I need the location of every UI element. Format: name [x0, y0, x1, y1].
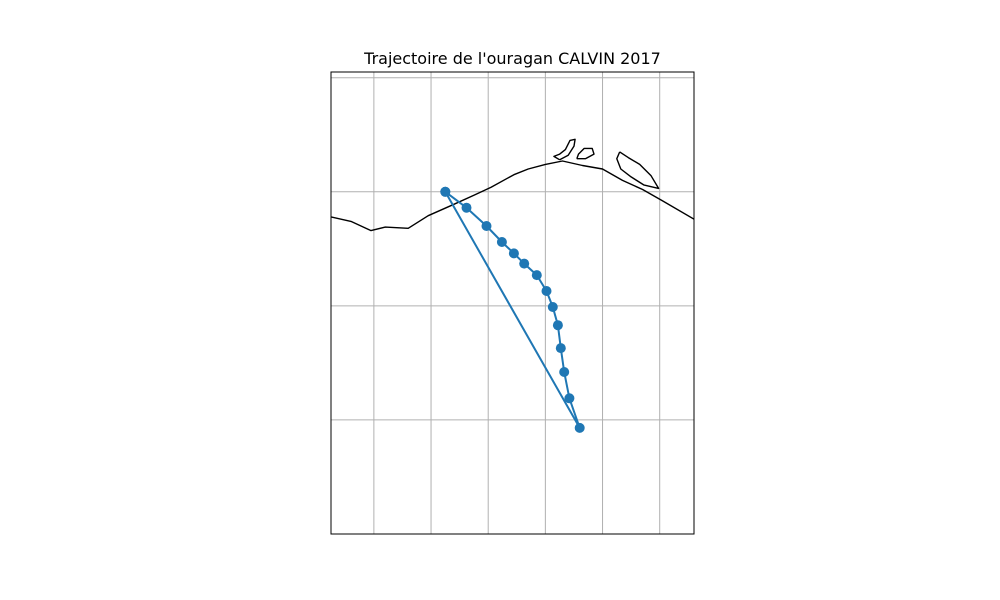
- track-point-3: [496, 237, 507, 247]
- track-point-8: [547, 302, 558, 312]
- track-point-14: [440, 186, 451, 197]
- track-point-12: [564, 393, 575, 404]
- coastline-lagoon-west: [553, 138, 576, 161]
- track-point-10: [555, 343, 566, 354]
- map-background: [331, 72, 694, 534]
- gridlines: [331, 72, 694, 534]
- track-point-7: [541, 286, 552, 296]
- coastline-lagoon-mid: [576, 147, 595, 160]
- track-point-9: [552, 320, 563, 331]
- track-point-1: [461, 202, 472, 213]
- track-point-2: [481, 221, 492, 231]
- coastline: [331, 138, 694, 232]
- hurricane-track: [440, 186, 585, 433]
- track-point-4: [508, 248, 519, 259]
- map-frame: [330, 71, 695, 535]
- map-title: Trajectoire de l'ouragan CALVIN 2017: [363, 49, 661, 68]
- track-point-6: [531, 270, 542, 281]
- coastline-lagoon-east: [616, 151, 660, 190]
- map-axes: [330, 71, 695, 535]
- coastline-main: [331, 160, 694, 232]
- track-point-5: [519, 258, 530, 269]
- track-point-11: [559, 367, 570, 377]
- track-point-13: [574, 422, 585, 433]
